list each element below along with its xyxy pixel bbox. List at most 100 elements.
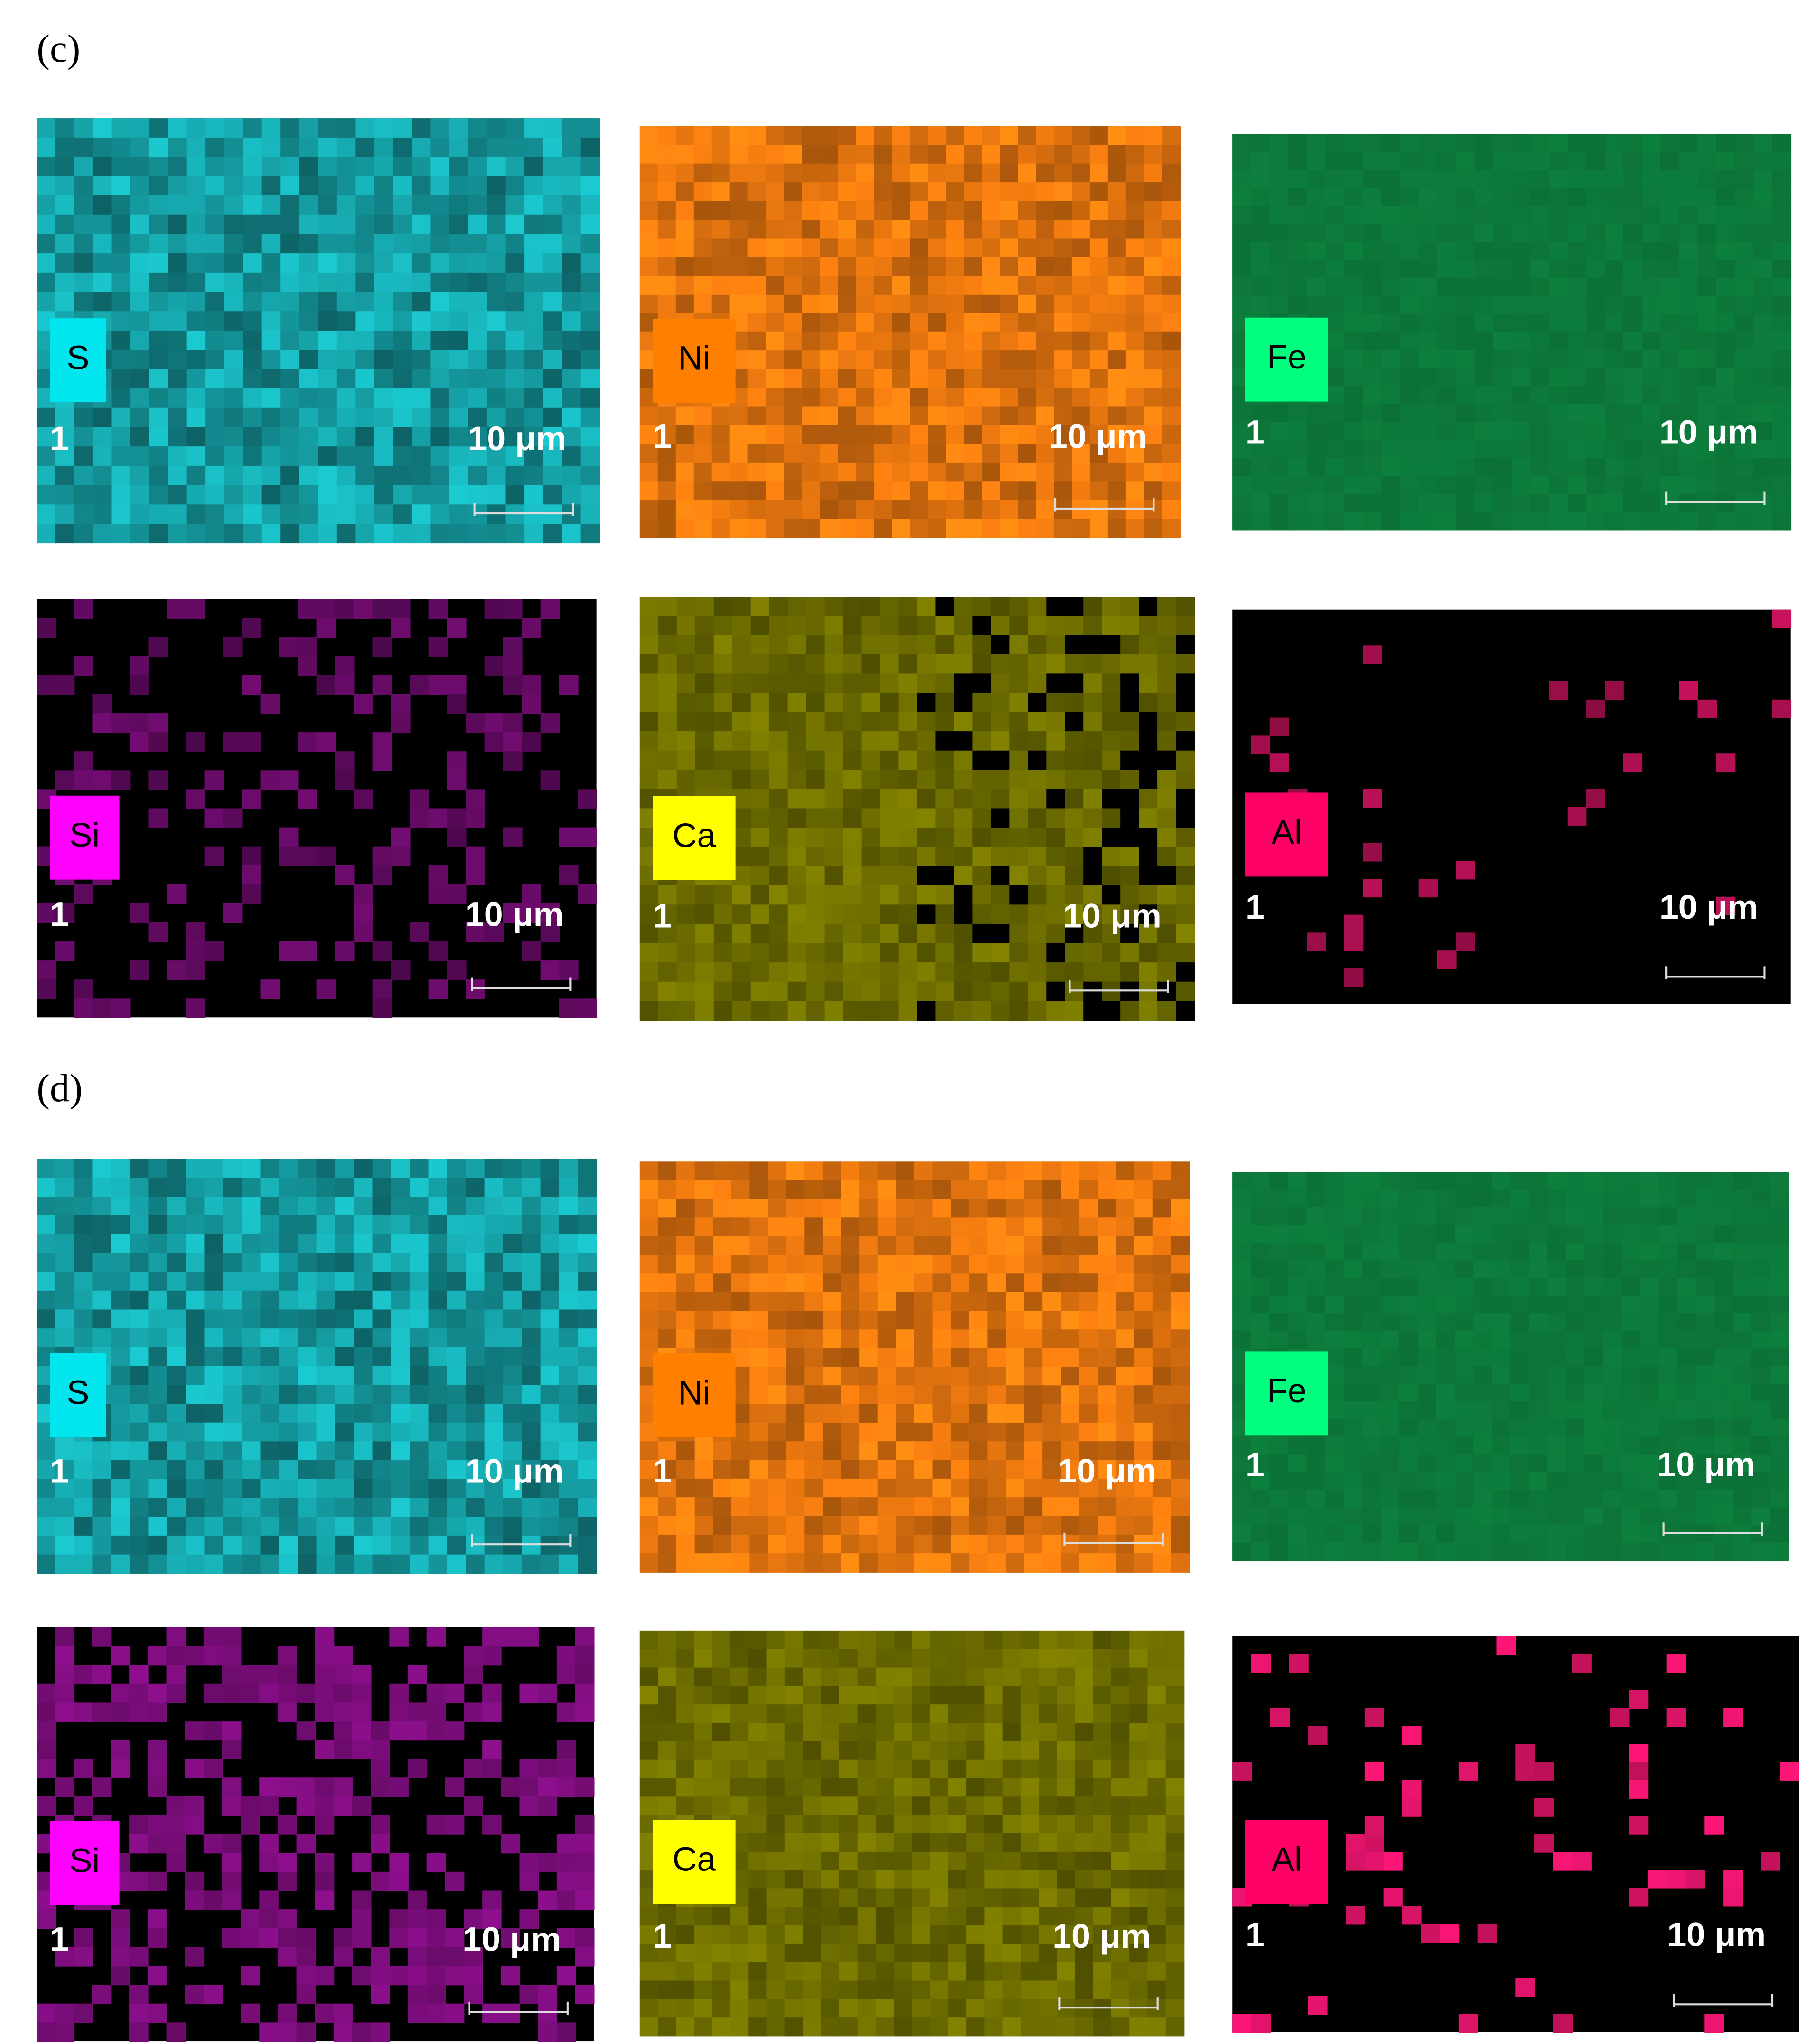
map-pixel: [769, 635, 789, 655]
map-pixel: [1399, 1401, 1419, 1420]
map-pixel: [204, 1385, 224, 1405]
map-pixel: [1125, 220, 1145, 239]
map-pixel: [946, 182, 965, 202]
map-pixel: [1400, 404, 1420, 423]
map-pixel: [1623, 422, 1643, 441]
map-pixel: [1362, 440, 1382, 459]
map-pixel: [1418, 170, 1438, 189]
map-pixel: [1660, 313, 1680, 333]
map-pixel: [1734, 350, 1754, 369]
map-pixel: [1251, 1507, 1270, 1526]
map-pixel: [676, 731, 696, 752]
map-pixel: [1152, 1255, 1171, 1274]
map-pixel: [1511, 313, 1531, 333]
map-pixel: [1061, 1497, 1080, 1517]
map-pixel: [1097, 1217, 1116, 1237]
map-pixel: [205, 157, 225, 177]
map-pixel: [522, 675, 542, 695]
map-pixel: [766, 276, 784, 295]
map-pixel: [1000, 238, 1019, 258]
map-pixel: [804, 1310, 824, 1330]
map-pixel: [1269, 422, 1289, 441]
map-pixel: [838, 238, 857, 258]
map-pixel: [149, 485, 169, 505]
map-pixel: [1107, 406, 1127, 426]
map-pixel: [55, 234, 75, 254]
map-pixel: [1586, 170, 1605, 189]
map-pixel: [935, 731, 955, 752]
map-pixel: [1157, 866, 1177, 886]
map-pixel: [1176, 1001, 1195, 1021]
map-pixel: [1714, 1419, 1734, 1437]
map-pixel: [914, 1534, 933, 1554]
map-pixel: [711, 294, 731, 314]
map-pixel: [205, 137, 225, 157]
map-pixel: [784, 519, 802, 539]
map-pixel: [1640, 1419, 1660, 1437]
map-pixel: [1162, 388, 1181, 407]
map-pixel: [1493, 206, 1513, 225]
map-pixel: [410, 1347, 429, 1367]
element-map: Ni1 10 μm: [639, 126, 1181, 539]
map-pixel: [1492, 1189, 1511, 1208]
map-pixel: [55, 1646, 75, 1666]
map-pixel: [898, 616, 918, 636]
map-pixel: [675, 481, 695, 501]
map-pixel: [1455, 1295, 1474, 1314]
map-pixel: [280, 485, 300, 505]
map-pixel: [524, 176, 544, 196]
map-pixel: [92, 1159, 112, 1179]
map-pixel: [374, 137, 394, 157]
map-pixel: [224, 330, 244, 351]
map-pixel: [1024, 1385, 1043, 1405]
map-pixel: [951, 1516, 970, 1536]
map-pixel: [391, 1197, 411, 1216]
map-pixel: [487, 504, 506, 525]
map-pixel: [732, 597, 752, 617]
map-pixel: [428, 1498, 448, 1518]
map-pixel: [37, 1328, 56, 1348]
map-pixel: [1288, 494, 1308, 513]
map-pixel: [874, 220, 893, 239]
map-pixel: [1035, 369, 1055, 389]
map-pixel: [223, 1366, 243, 1386]
map-pixel: [1102, 712, 1121, 732]
map-pixel: [928, 425, 947, 445]
map-pixel: [932, 1255, 952, 1274]
map-pixel: [148, 1215, 168, 1235]
map-pixel: [92, 1290, 112, 1310]
map-pixel: [279, 1517, 299, 1537]
map-pixel: [1005, 1310, 1025, 1330]
map-pixel: [1144, 388, 1163, 407]
map-pixel: [859, 1236, 879, 1256]
map-pixel: [316, 1554, 336, 1574]
map-pixel: [1079, 1348, 1098, 1368]
map-pixel: [1695, 1507, 1715, 1526]
map-pixel: [260, 1385, 280, 1405]
map-pixel: [731, 1255, 750, 1274]
map-pixel: [693, 406, 713, 426]
map-pixel: [954, 847, 973, 867]
map-pixel: [1061, 1310, 1080, 1330]
map-pixel: [856, 276, 875, 295]
map-pixel: [1176, 731, 1195, 752]
map-pixel: [1288, 1295, 1307, 1314]
map-pixel: [1658, 1243, 1678, 1261]
map-pixel: [1251, 458, 1271, 477]
map-pixel: [1061, 1348, 1080, 1368]
map-pixel: [806, 673, 825, 694]
map-pixel: [824, 731, 844, 752]
map-pixel: [824, 962, 844, 983]
map-pixel: [204, 1517, 224, 1537]
map-pixel: [1400, 188, 1420, 207]
map-pixel: [543, 292, 563, 312]
map-pixel: [750, 712, 770, 732]
map-pixel: [487, 407, 506, 428]
map-pixel: [806, 616, 825, 636]
map-pixel: [1042, 1422, 1062, 1442]
map-pixel: [449, 465, 469, 486]
map-pixel: [676, 1236, 696, 1256]
map-pixel: [243, 485, 263, 505]
map-pixel: [1362, 331, 1382, 351]
map-pixel: [428, 1253, 448, 1273]
